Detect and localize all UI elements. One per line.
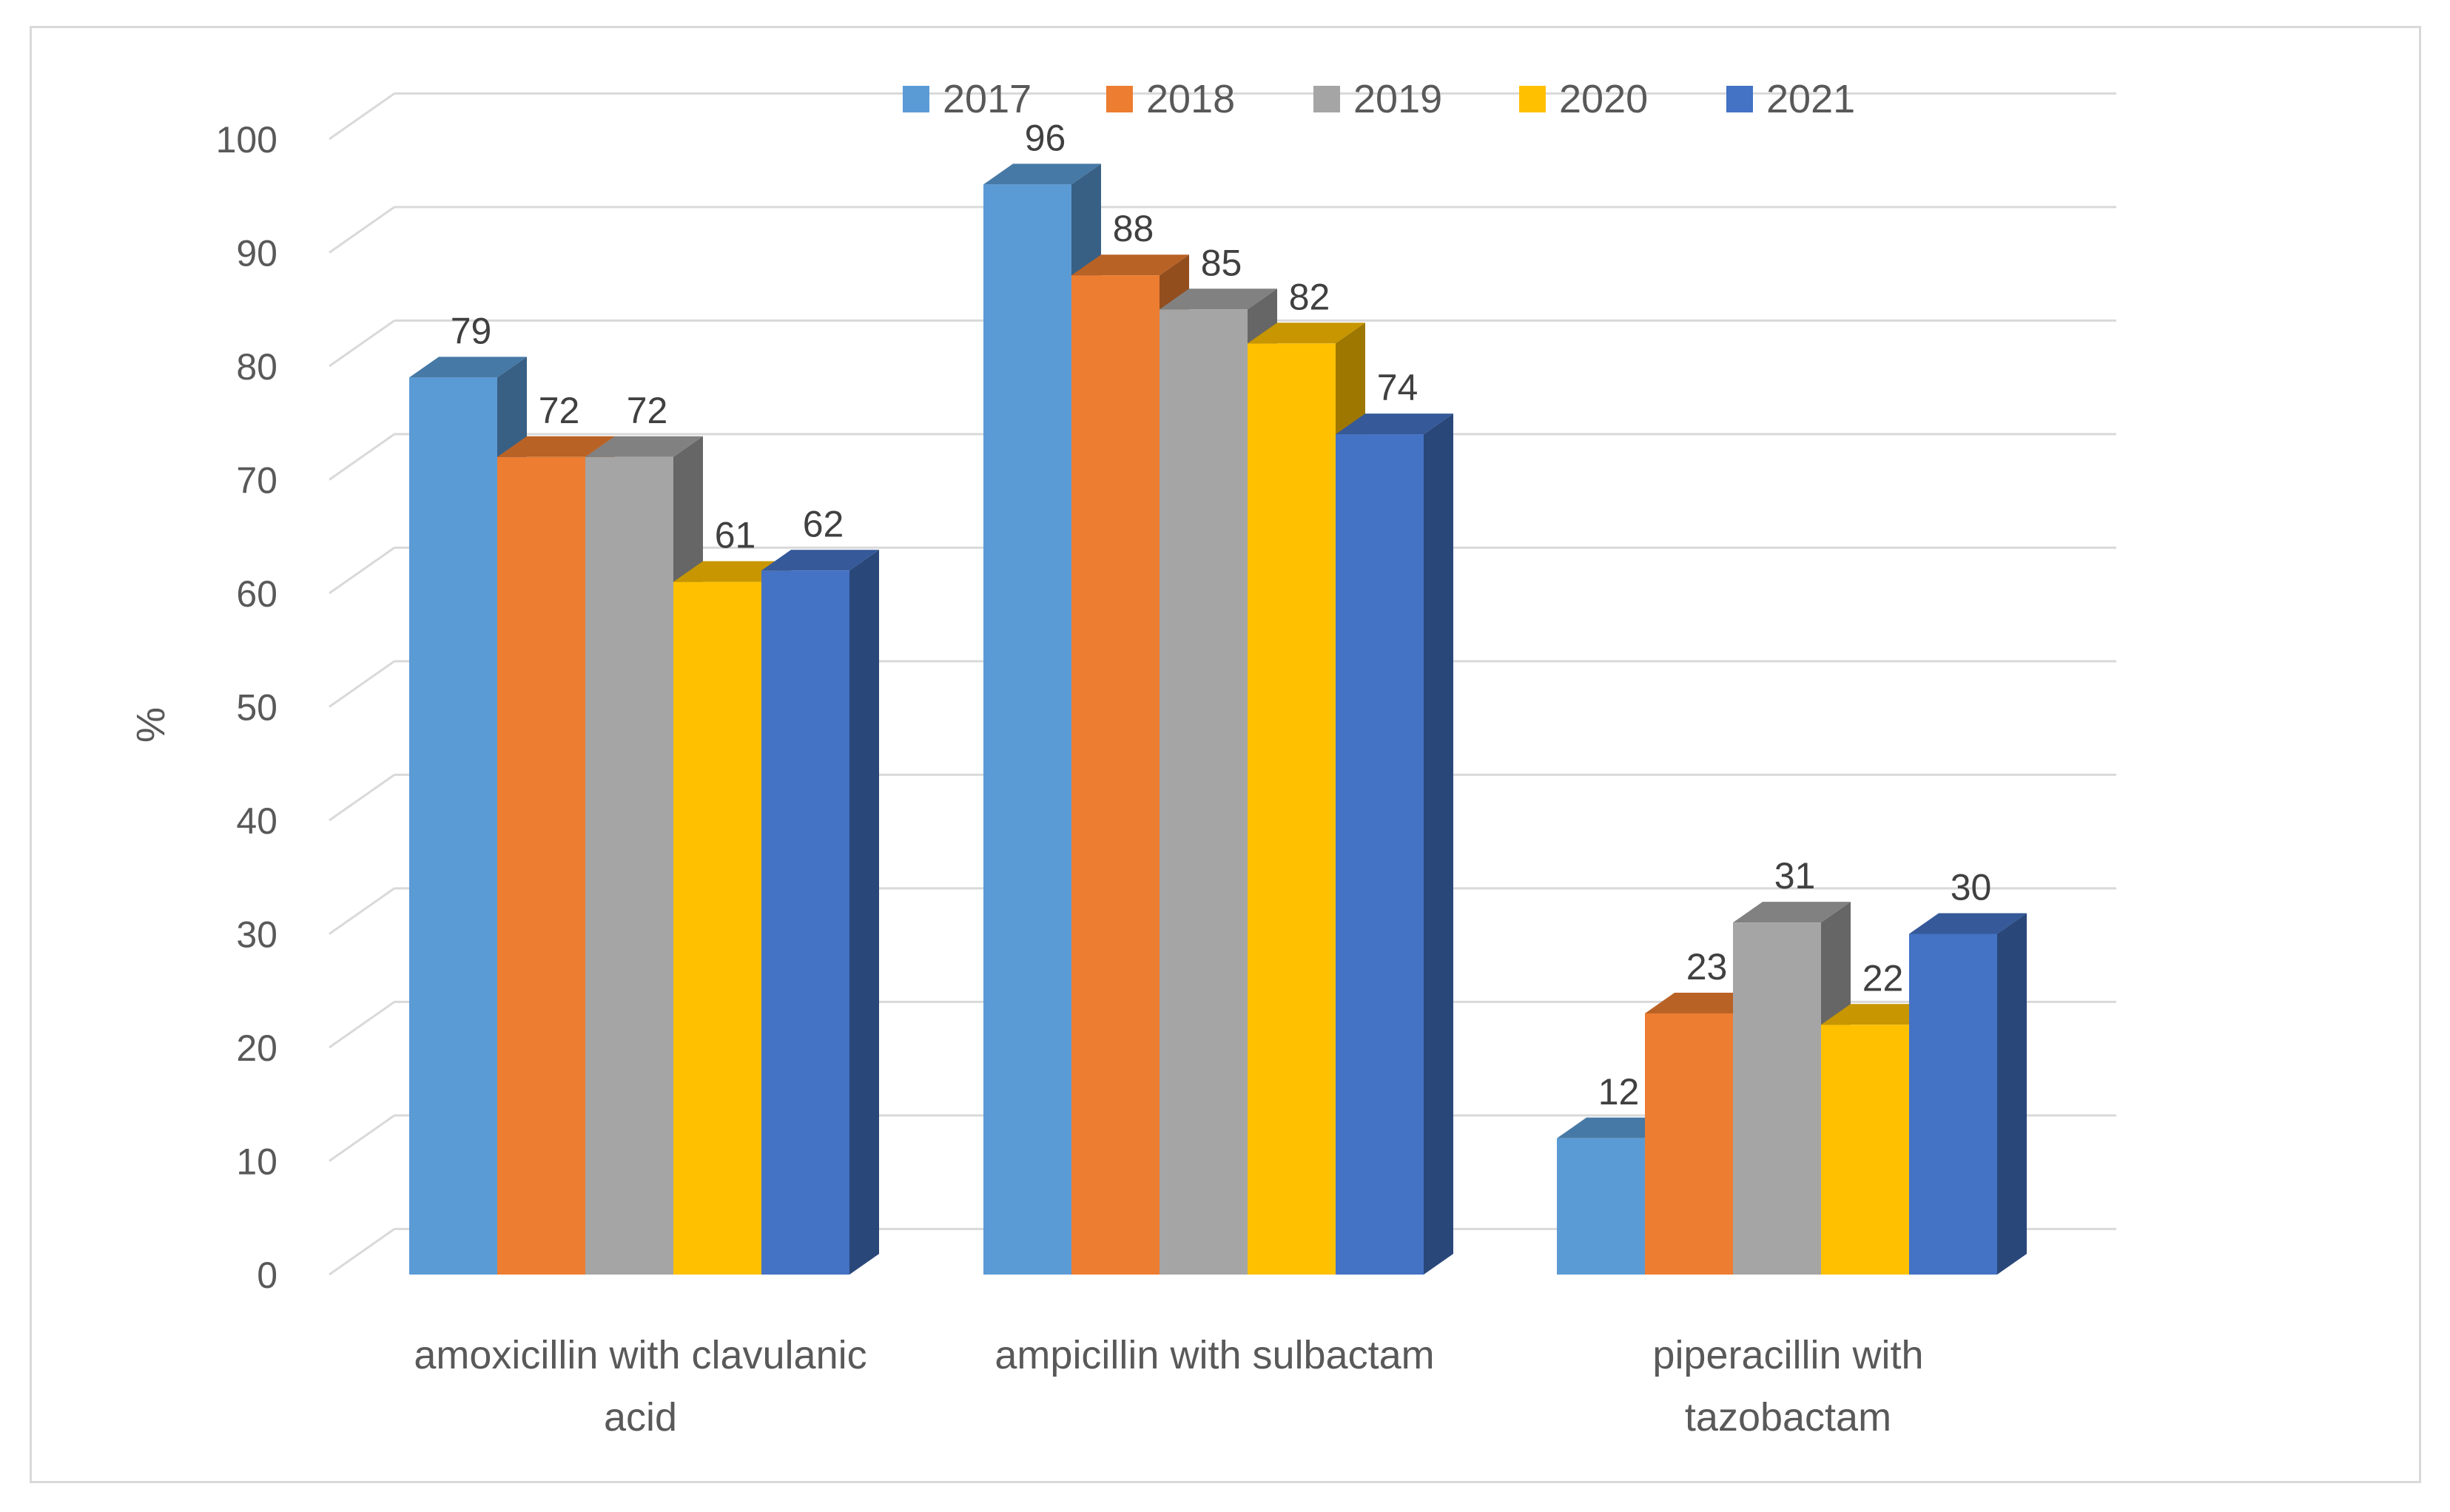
- legend-swatch: [1726, 86, 1753, 112]
- bar-front: [673, 581, 761, 1275]
- gridline-diagonal: [329, 92, 395, 141]
- bar-front: [1336, 434, 1424, 1275]
- y-tick-label: 80: [236, 346, 277, 388]
- gridline-diagonal: [329, 206, 395, 254]
- legend-item-2021: 2021: [1726, 77, 1855, 121]
- labels-layer: 0 10 20 30 40 50 60 70 80 90 100 79 72 72 61 62 amoxicil…: [216, 117, 1992, 1440]
- y-tick-label: 60: [236, 573, 277, 615]
- category-label: amoxicillin with clavulanic: [414, 1333, 866, 1377]
- legend-swatch: [1519, 86, 1546, 112]
- gridline-diagonal: [329, 1001, 395, 1049]
- data-label: 61: [715, 515, 756, 556]
- bar-2021-1: [761, 550, 879, 1275]
- bar-front: [1160, 309, 1248, 1275]
- gridline-diagonal: [329, 547, 395, 595]
- data-label: 22: [1862, 957, 1904, 999]
- bar-top: [1336, 414, 1453, 435]
- bar-side: [849, 550, 879, 1275]
- bar-side: [1424, 414, 1453, 1275]
- bar-top: [1909, 913, 2027, 934]
- legend: 2017 2018 2019 2020 2021: [903, 77, 1855, 121]
- legend-label: 2020: [1559, 77, 1648, 121]
- bar-2021-2: [1336, 414, 1453, 1275]
- y-tick-label: 50: [236, 687, 277, 729]
- gridline-diagonal: [329, 887, 395, 935]
- y-tick-label: 40: [236, 800, 277, 842]
- bar-front: [497, 456, 585, 1275]
- gridline-diagonal: [329, 1114, 395, 1162]
- y-tick-label: 70: [236, 460, 277, 502]
- y-tick-label: 30: [236, 914, 277, 956]
- bar-front: [1733, 922, 1821, 1275]
- bar-top: [1071, 254, 1189, 276]
- gridline-diagonal: [329, 660, 395, 708]
- category-label: tazobactam: [1685, 1395, 1891, 1440]
- data-label: 72: [627, 390, 668, 431]
- y-tick-label: 0: [257, 1255, 277, 1296]
- legend-item-2019: 2019: [1313, 77, 1442, 121]
- legend-label: 2021: [1766, 77, 1855, 121]
- gridline-diagonal: [329, 320, 395, 368]
- y-tick-label: 100: [216, 119, 277, 161]
- legend-label: 2019: [1353, 77, 1442, 121]
- data-label: 12: [1598, 1071, 1640, 1113]
- data-label: 23: [1686, 946, 1728, 988]
- data-label: 72: [539, 390, 580, 431]
- bar-top: [1160, 288, 1277, 310]
- bar-top: [1248, 323, 1365, 344]
- legend-swatch: [903, 86, 929, 112]
- category-label: piperacillin with: [1652, 1333, 1923, 1377]
- data-label: 62: [803, 503, 844, 544]
- legend-label: 2018: [1146, 77, 1235, 121]
- legend-label: 2017: [943, 77, 1032, 121]
- bar-side: [1997, 913, 2027, 1275]
- bar-front: [761, 570, 849, 1275]
- legend-swatch: [1106, 86, 1133, 112]
- y-tick-label: 90: [236, 233, 277, 274]
- data-label: 82: [1289, 276, 1330, 317]
- data-label: 96: [1025, 117, 1066, 158]
- y-tick-label: 20: [236, 1027, 277, 1069]
- bar-front: [1821, 1025, 1909, 1275]
- bar-top: [983, 163, 1101, 185]
- bar-front: [1909, 934, 1997, 1275]
- bar-front: [983, 184, 1071, 1275]
- bar-front: [1248, 343, 1336, 1275]
- category-label: acid: [604, 1395, 677, 1440]
- data-label: 30: [1951, 867, 1992, 908]
- legend-item-2018: 2018: [1106, 77, 1235, 121]
- bar-top: [585, 436, 703, 457]
- bar-top: [761, 550, 879, 571]
- legend-swatch: [1313, 86, 1340, 112]
- bar-front: [1557, 1138, 1645, 1275]
- bar-front: [1645, 1013, 1733, 1275]
- data-label: 88: [1113, 208, 1154, 249]
- data-label: 85: [1201, 242, 1242, 283]
- legend-item-2017: 2017: [903, 77, 1032, 121]
- category-label: ampicillin with sulbactam: [995, 1333, 1434, 1377]
- y-axis-title: %: [129, 707, 173, 743]
- data-label: 31: [1774, 855, 1816, 897]
- legend-item-2020: 2020: [1519, 77, 1648, 121]
- bar-top: [1733, 902, 1851, 923]
- bar-front: [409, 377, 497, 1275]
- bar-front: [1071, 275, 1160, 1275]
- bar-top: [497, 436, 615, 457]
- data-label: 74: [1377, 367, 1418, 408]
- bars-layer: [409, 163, 2027, 1275]
- gridline-diagonal: [329, 433, 395, 481]
- gridline-diagonal: [329, 774, 395, 822]
- bar-front: [585, 456, 673, 1275]
- y-tick-label: 10: [236, 1141, 277, 1183]
- data-label: 79: [451, 310, 492, 351]
- bar-top: [409, 357, 527, 378]
- bar-2021-3: [1909, 913, 2027, 1275]
- gridline-diagonal: [329, 1228, 395, 1276]
